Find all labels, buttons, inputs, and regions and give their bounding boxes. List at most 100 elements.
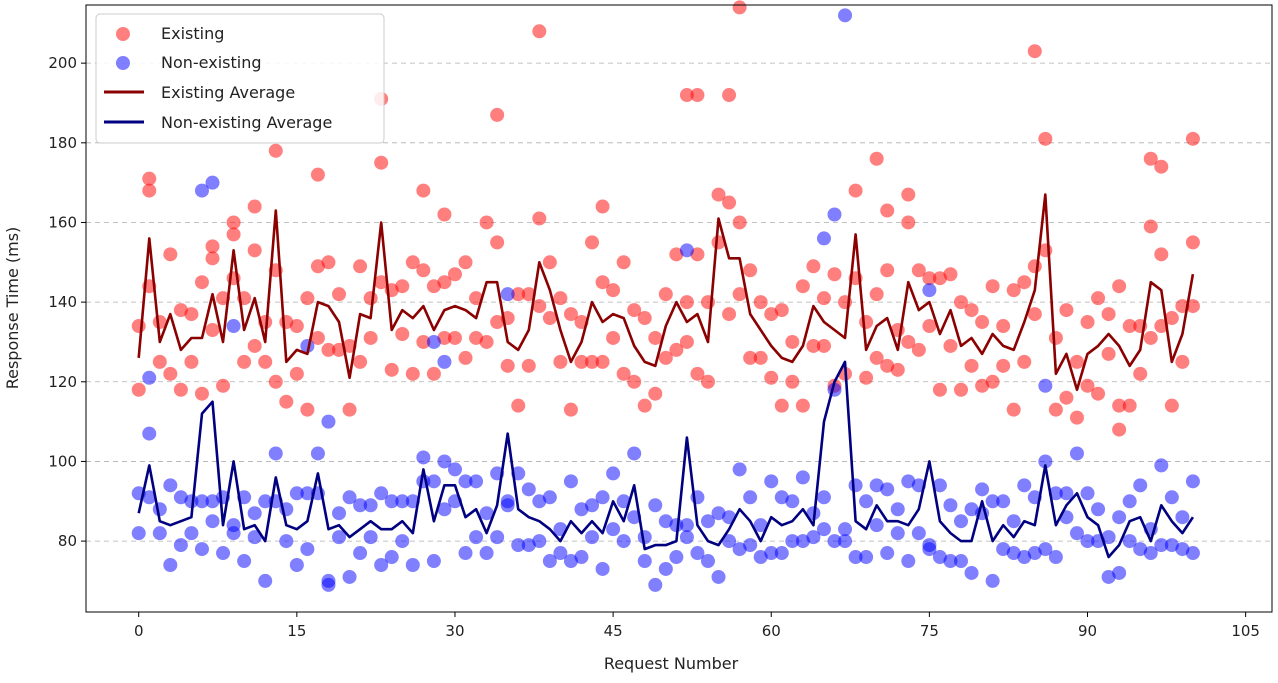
average-lines — [137, 193, 1195, 559]
data-point — [1101, 346, 1116, 361]
data-point — [848, 183, 863, 198]
data-point — [532, 211, 547, 226]
data-point — [1027, 546, 1042, 561]
data-point — [205, 494, 220, 509]
data-point — [658, 514, 673, 529]
data-point — [395, 279, 410, 294]
data-point — [1112, 510, 1127, 525]
y-tick-label: 80 — [58, 532, 77, 550]
data-point — [1101, 569, 1116, 584]
data-point — [806, 259, 821, 274]
data-point — [1143, 219, 1158, 234]
data-point — [173, 382, 188, 397]
data-point — [532, 299, 547, 314]
data-point — [479, 215, 494, 230]
data-point — [1154, 458, 1169, 473]
data-point — [1038, 454, 1053, 469]
data-point — [342, 490, 357, 505]
data-point — [753, 295, 768, 310]
data-point — [163, 558, 178, 573]
data-point — [458, 474, 473, 489]
data-point — [173, 538, 188, 553]
data-point — [437, 354, 452, 369]
data-point — [205, 251, 220, 266]
data-point — [532, 534, 547, 549]
data-point — [627, 446, 642, 461]
data-point — [247, 338, 262, 353]
data-point — [363, 530, 378, 545]
data-point — [553, 546, 568, 561]
data-point — [838, 534, 853, 549]
data-point — [321, 414, 336, 429]
data-point — [764, 370, 779, 385]
data-point — [679, 88, 694, 103]
data-point — [890, 362, 905, 377]
data-point — [500, 498, 515, 513]
data-point — [142, 426, 157, 441]
data-point — [405, 558, 420, 573]
data-point — [563, 554, 578, 569]
data-point — [479, 506, 494, 521]
data-point — [722, 307, 737, 322]
data-point — [1122, 319, 1137, 334]
data-point — [416, 183, 431, 198]
data-point — [553, 291, 568, 306]
data-point — [1091, 291, 1106, 306]
data-point — [869, 287, 884, 302]
data-point — [985, 573, 1000, 588]
data-point — [426, 334, 441, 349]
data-point — [384, 362, 399, 377]
data-point — [848, 550, 863, 565]
data-point — [595, 275, 610, 290]
data-point — [932, 550, 947, 565]
plot-frame — [85, 4, 1273, 613]
x-tick-label: 30 — [445, 622, 464, 640]
data-point — [563, 307, 578, 322]
data-point — [1017, 478, 1032, 493]
data-point — [816, 231, 831, 246]
data-point — [237, 354, 252, 369]
data-point — [574, 354, 589, 369]
data-point — [574, 550, 589, 565]
data-point — [985, 374, 1000, 389]
data-point — [1048, 330, 1063, 345]
data-point — [458, 546, 473, 561]
data-point — [332, 506, 347, 521]
data-point — [310, 446, 325, 461]
data-point — [816, 522, 831, 537]
data-point — [289, 366, 304, 381]
data-point — [374, 486, 389, 501]
data-point — [690, 88, 705, 103]
data-point — [585, 498, 600, 513]
data-point — [732, 215, 747, 230]
data-point — [964, 303, 979, 318]
data-point — [1101, 307, 1116, 322]
data-point — [237, 554, 252, 569]
data-point — [416, 263, 431, 278]
data-point — [405, 255, 420, 270]
data-point — [194, 494, 209, 509]
data-point — [205, 239, 220, 254]
data-point — [1069, 446, 1084, 461]
data-point — [321, 255, 336, 270]
data-point — [964, 502, 979, 517]
data-point — [1080, 486, 1095, 501]
data-point — [690, 366, 705, 381]
data-point — [511, 538, 526, 553]
data-point — [753, 350, 768, 365]
data-point — [943, 267, 958, 282]
data-point — [300, 291, 315, 306]
data-point — [173, 303, 188, 318]
data-point — [426, 366, 441, 381]
data-point — [542, 255, 557, 270]
data-point — [184, 307, 199, 322]
data-point — [458, 350, 473, 365]
data-point — [1006, 546, 1021, 561]
data-point — [1006, 514, 1021, 529]
data-point — [1185, 299, 1200, 314]
x-axis-label: Request Number — [604, 654, 739, 673]
data-point — [289, 558, 304, 573]
data-point — [606, 522, 621, 537]
data-point — [247, 530, 262, 545]
data-point — [922, 542, 937, 557]
